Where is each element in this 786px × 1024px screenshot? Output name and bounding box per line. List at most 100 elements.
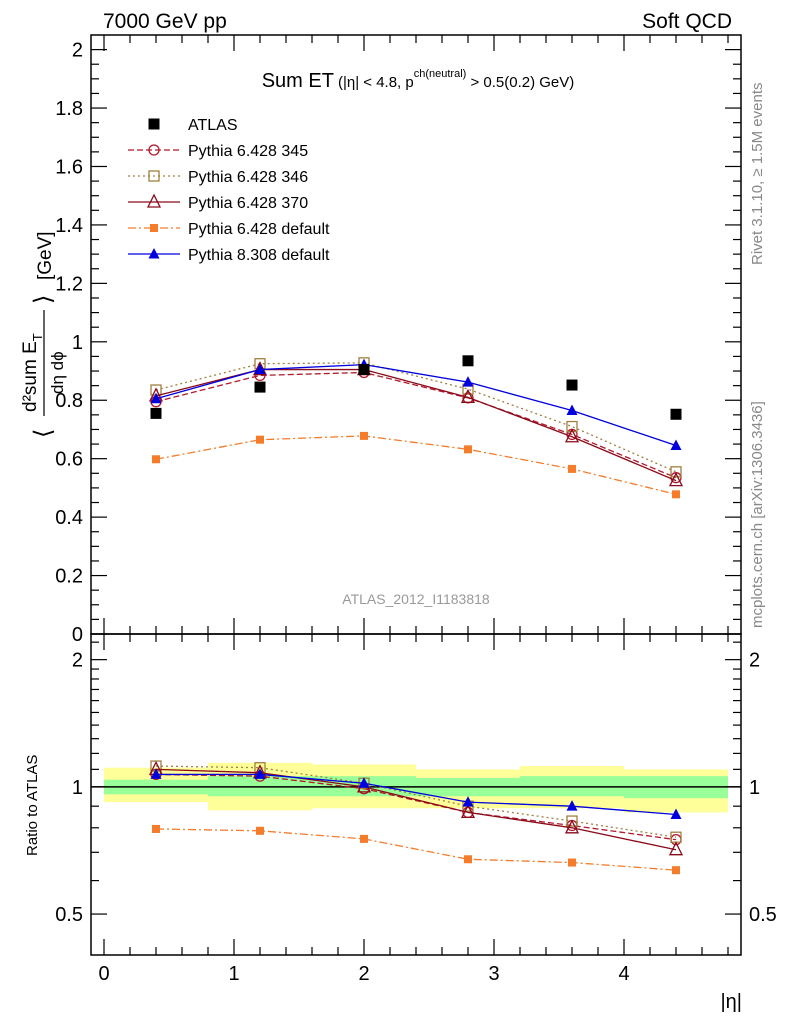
- ylabel-numerator: d²sum ET: [20, 333, 45, 412]
- main-p346-point: [566, 420, 578, 433]
- ratio-p8def-point: [566, 800, 578, 811]
- ratio-p8def-point: [150, 768, 162, 779]
- ratio-series-group: [148, 760, 684, 875]
- ratio-p8def-point: [254, 768, 266, 779]
- main-p370-point: [252, 361, 268, 376]
- main-p8def-point: [150, 392, 162, 404]
- main-p6def-point: [464, 445, 472, 454]
- mcplots-label: mcplots.cern.ch [arXiv:1306.3436]: [749, 401, 766, 628]
- ratio-p8def-point: [358, 777, 370, 788]
- ratio-p370-line: [155, 768, 677, 851]
- main-p6def-point: [568, 464, 576, 473]
- main-p6def-point: [360, 431, 368, 440]
- main-atlas-point: [150, 407, 162, 419]
- ratio-p6def-point: [360, 834, 368, 843]
- legend-p8def-label: Pythia 8.308 default: [188, 247, 330, 264]
- legend-p370-marker: [146, 193, 162, 208]
- ratio-p8def-point: [462, 796, 474, 807]
- main-p370-line: [155, 368, 677, 482]
- main-ytick-label: 1.4: [55, 215, 83, 237]
- main-p346-point: [670, 466, 682, 478]
- main-p370-point: [460, 388, 476, 403]
- main-p6def-line: [155, 435, 677, 495]
- xtick-label: 2: [358, 963, 369, 985]
- x-axis-ticks: 0 1 2 3 4: [98, 35, 729, 985]
- ratio-p346-point: [566, 815, 578, 827]
- main-ylabel: ⟨ d²sum ET dη dϕ ⟩ [GeV]: [20, 231, 67, 438]
- ratio-p345-line: [155, 773, 677, 841]
- main-ytick-label: 1: [72, 332, 83, 354]
- xtick-label: 4: [618, 963, 629, 985]
- ratio-p6def-point: [152, 824, 160, 833]
- header-left: 7000 GeV pp: [103, 10, 227, 33]
- ratio-p370-point: [668, 841, 684, 856]
- main-p346-line: [155, 362, 677, 473]
- ylabel-denominator: dη dϕ: [48, 351, 67, 394]
- legend-p345-label: Pythia 6.428 345: [188, 143, 308, 160]
- legend-p346-label: Pythia 6.428 346: [188, 169, 308, 186]
- ratio-ytick-label-right: 1: [749, 777, 760, 799]
- plot-title-main: Sum ET: [262, 70, 334, 92]
- ratio-axis-ticks: 0.5 0.5 1 1 2 2: [55, 641, 777, 926]
- ylabel-unit: [GeV]: [35, 231, 56, 280]
- ratio-p6def-point: [568, 858, 576, 867]
- legend-p346-marker: [148, 170, 160, 182]
- main-ytick-label: 0.2: [55, 566, 83, 588]
- main-p8def-point: [254, 363, 266, 375]
- main-atlas-point: [670, 408, 682, 420]
- main-ytick-label: 1.6: [55, 156, 83, 178]
- analysis-tag: ATLAS_2012_I1183818: [342, 591, 490, 607]
- ratio-ytick-label-left: 2: [72, 650, 83, 672]
- plot-title: Sum ET (|η| < 4.8, pch(neutral) > 0.5(0.2…: [262, 68, 575, 92]
- header-right: Soft QCD: [642, 10, 732, 33]
- main-p6def-point: [672, 490, 680, 499]
- main-p6def-point: [152, 455, 160, 464]
- ratio-p8def-point: [670, 808, 682, 820]
- main-p8def-point: [462, 376, 474, 387]
- plot-title-sup: ch(neutral): [414, 68, 467, 80]
- main-ytick-label: 0.4: [55, 507, 83, 529]
- legend-p370-label: Pythia 6.428 370: [188, 195, 308, 212]
- main-ytick-label: 0.6: [55, 449, 83, 471]
- xtick-label: 3: [488, 963, 499, 985]
- ratio-p6def-point: [672, 866, 680, 875]
- ratio-ytick-label-right: 2: [749, 650, 760, 672]
- main-p370-point: [564, 428, 580, 443]
- main-p6def-point: [256, 435, 264, 444]
- main-atlas-point: [358, 364, 370, 376]
- main-p345-line: [155, 371, 677, 479]
- legend-p345-marker: [148, 144, 160, 156]
- main-ytick-label: 2: [72, 40, 83, 62]
- main-series-group: [148, 355, 684, 499]
- legend-p6def-label: Pythia 6.428 default: [188, 221, 330, 238]
- x-axis-label: |η|: [720, 991, 742, 1013]
- main-ytick-label: 0.8: [55, 390, 83, 412]
- ratio-p8def-line: [156, 773, 677, 816]
- main-p8def-point: [566, 404, 578, 415]
- legend-atlas-label: ATLAS: [188, 117, 238, 134]
- main-axis-ticks: 0 0.2 0.4 0.6 0.8 1 1.2 1.4 1.6 1.8 2: [55, 40, 741, 646]
- legend: ATLAS Pythia 6.428 345 Pythia 6.428 346 Pyt…: [128, 117, 330, 264]
- ylabel-bracket-right: ⟩: [30, 295, 57, 304]
- ratio-ytick-label-left: 0.5: [55, 904, 83, 926]
- legend-p8def-marker: [148, 248, 160, 259]
- ratio-p6def-line: [155, 828, 677, 871]
- plot-title-cond: (|η| < 4.8, p: [338, 74, 414, 91]
- ratio-p346-line: [155, 765, 677, 838]
- main-p8def-line: [155, 363, 677, 447]
- plot-title-cond-b: > 0.5(0.2) GeV): [466, 74, 574, 91]
- main-ytick-label: 1.2: [55, 273, 83, 295]
- ratio-ytick-label-left: 1: [72, 777, 83, 799]
- ratio-ylabel: Ratio to ATLAS: [24, 755, 41, 856]
- main-p370-point: [668, 472, 684, 487]
- ratio-p370-point: [460, 803, 476, 819]
- main-p8def-point: [670, 439, 682, 451]
- xtick-label: 1: [228, 963, 239, 985]
- main-atlas-point: [462, 355, 474, 367]
- main-atlas-point: [566, 379, 578, 391]
- main-atlas-point: [254, 381, 266, 393]
- ratio-ytick-label-right: 0.5: [749, 904, 777, 926]
- main-ytick-label: 1.8: [55, 98, 83, 120]
- legend-p6def-marker: [150, 224, 158, 232]
